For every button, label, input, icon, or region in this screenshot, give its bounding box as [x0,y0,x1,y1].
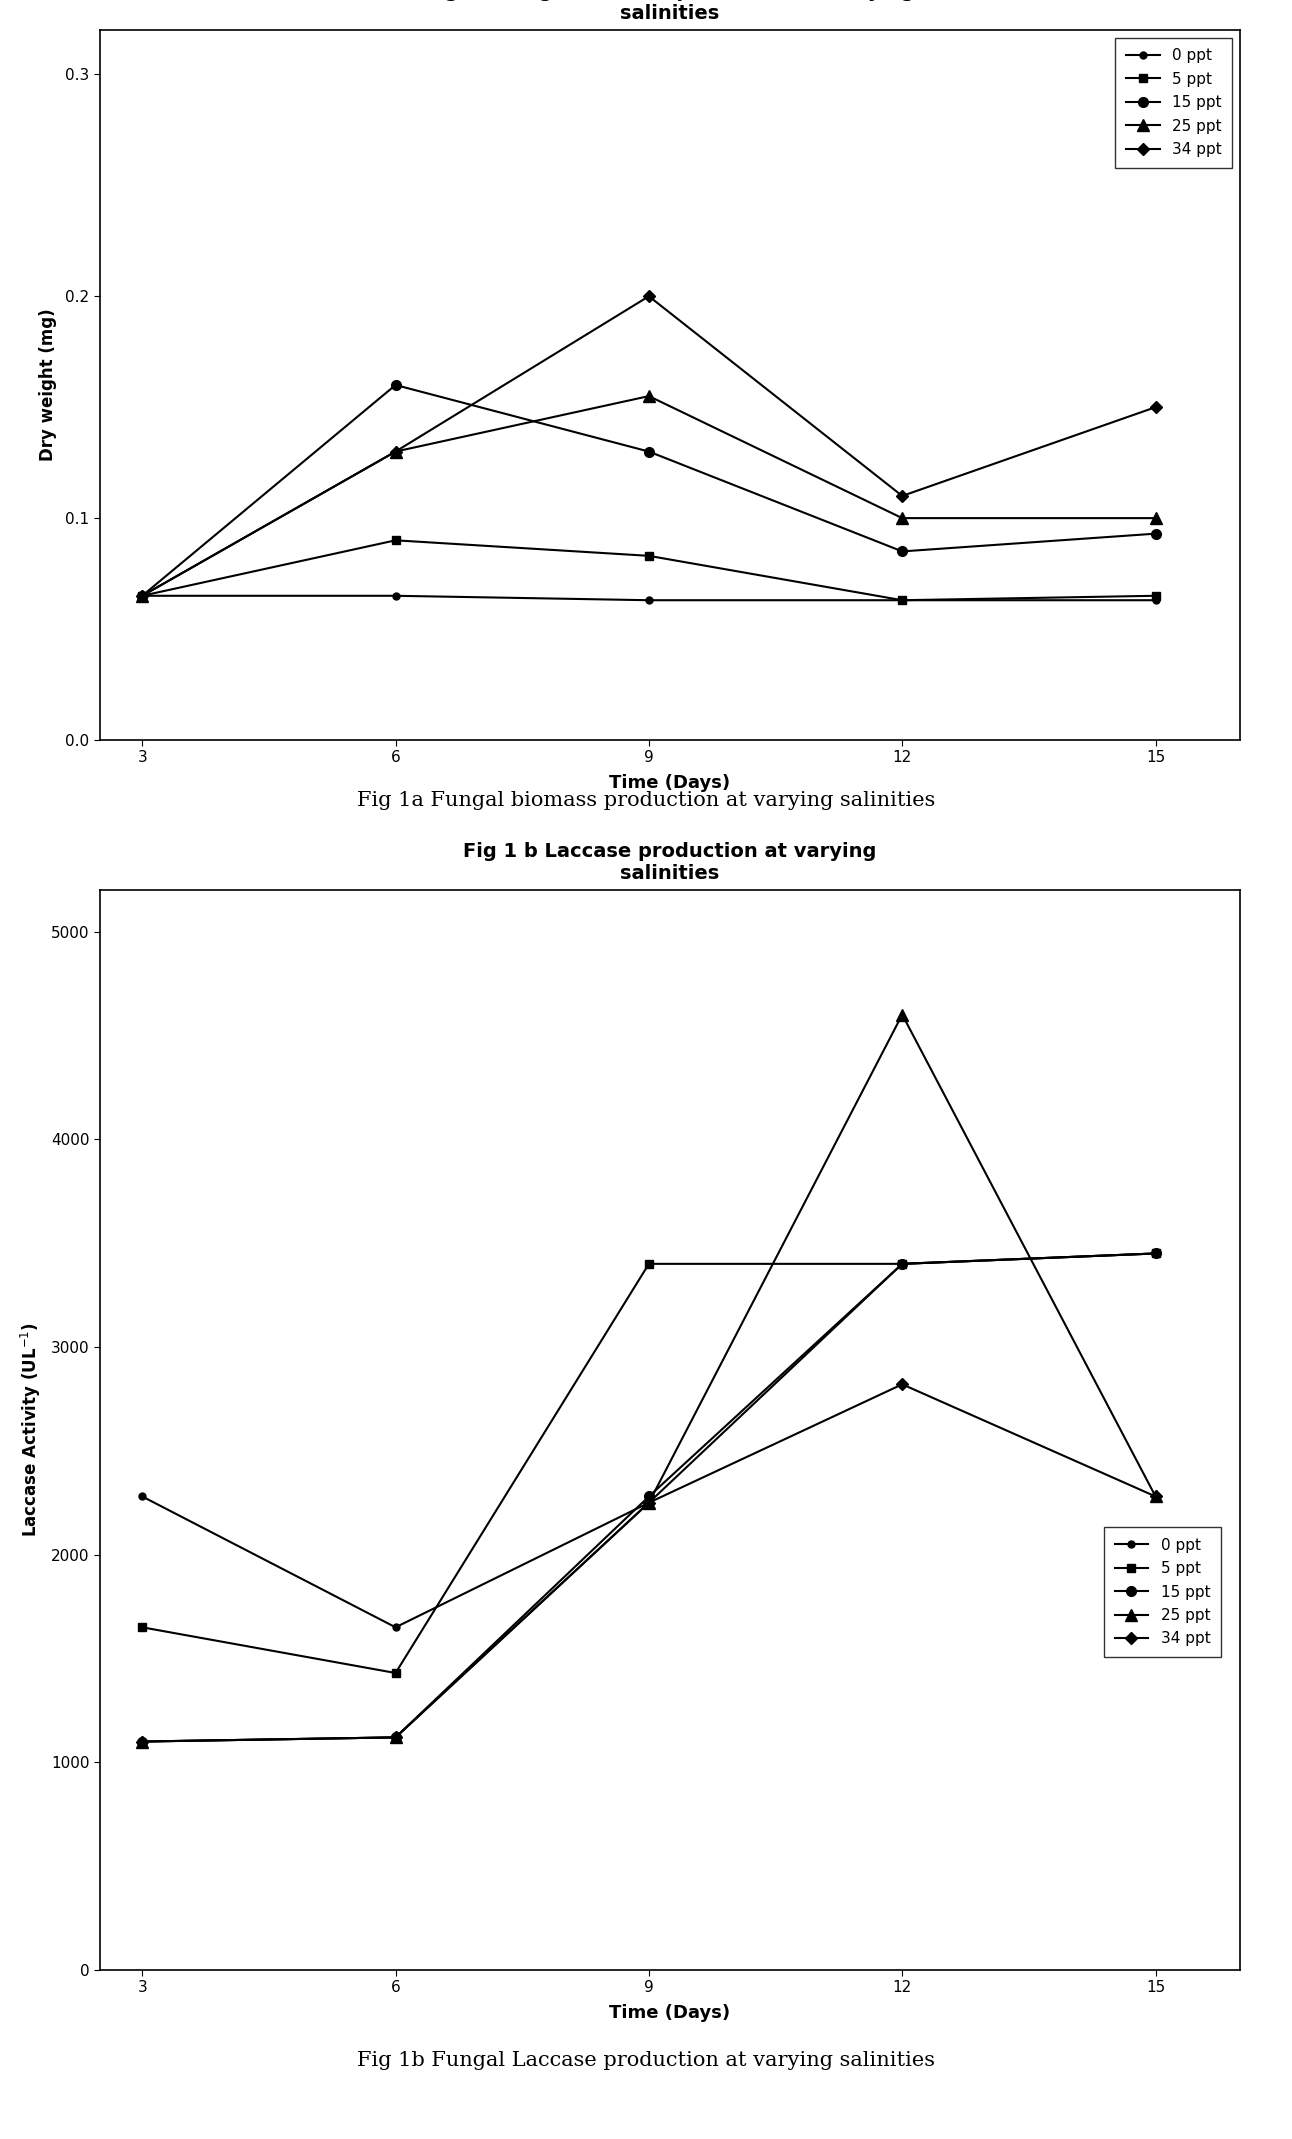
15 ppt [1147,520,1163,545]
25 ppt [388,438,403,464]
Line: 0 ppt: 0 ppt [138,1249,1159,1630]
34 ppt [134,1728,150,1754]
Line: 34 ppt: 34 ppt [138,293,1160,599]
15 ppt [641,1484,656,1510]
Text: Fig 1a Fungal biomass production at varying salinities: Fig 1a Fungal biomass production at vary… [357,791,935,809]
15 ppt [134,1728,150,1754]
25 ppt [134,1728,150,1754]
15 ppt [388,372,403,398]
5 ppt [641,543,656,569]
34 ppt [894,483,910,509]
Y-axis label: Dry weight (mg): Dry weight (mg) [39,308,57,462]
0 ppt [894,588,910,614]
25 ppt [894,505,910,530]
5 ppt [388,528,403,554]
25 ppt [134,584,150,610]
5 ppt [1147,1241,1163,1266]
Line: 0 ppt: 0 ppt [138,593,1159,603]
25 ppt [1147,505,1163,530]
15 ppt [1147,1241,1163,1266]
0 ppt [641,588,656,614]
Text: Fig 1b Fungal Laccase production at varying salinities: Fig 1b Fungal Laccase production at vary… [357,2051,935,2071]
34 ppt [641,1491,656,1517]
Title: Fig 1 b Laccase production at varying
salinities: Fig 1 b Laccase production at varying sa… [464,843,877,883]
X-axis label: Time (Days): Time (Days) [610,2004,730,2021]
0 ppt [134,1484,150,1510]
X-axis label: Time (Days): Time (Days) [610,774,730,791]
Y-axis label: Laccase Activity (UL$^{-1}$): Laccase Activity (UL$^{-1}$) [18,1322,43,1538]
Line: 25 ppt: 25 ppt [137,391,1162,601]
5 ppt [641,1251,656,1277]
34 ppt [1147,1484,1163,1510]
Line: 5 ppt: 5 ppt [138,1249,1160,1677]
15 ppt [641,438,656,464]
15 ppt [388,1724,403,1750]
25 ppt [894,1001,910,1027]
Line: 15 ppt: 15 ppt [137,1249,1160,1745]
5 ppt [134,584,150,610]
Line: 34 ppt: 34 ppt [138,1380,1160,1745]
5 ppt [134,1615,150,1641]
0 ppt [641,1491,656,1517]
Legend: 0 ppt, 5 ppt, 15 ppt, 25 ppt, 34 ppt: 0 ppt, 5 ppt, 15 ppt, 25 ppt, 34 ppt [1115,39,1233,167]
0 ppt [1147,1241,1163,1266]
0 ppt [388,1615,403,1641]
34 ppt [1147,394,1163,419]
Line: 25 ppt: 25 ppt [137,1010,1162,1748]
5 ppt [388,1660,403,1686]
34 ppt [894,1371,910,1397]
0 ppt [388,584,403,610]
34 ppt [388,1724,403,1750]
25 ppt [641,1491,656,1517]
25 ppt [388,1724,403,1750]
25 ppt [1147,1484,1163,1510]
0 ppt [134,584,150,610]
Title: Fig 1a Fungal biomass production at varying
salinities: Fig 1a Fungal biomass production at vary… [425,0,915,24]
15 ppt [894,539,910,565]
25 ppt [641,383,656,409]
34 ppt [641,282,656,308]
Legend: 0 ppt, 5 ppt, 15 ppt, 25 ppt, 34 ppt: 0 ppt, 5 ppt, 15 ppt, 25 ppt, 34 ppt [1103,1527,1221,1658]
5 ppt [1147,584,1163,610]
34 ppt [134,584,150,610]
Line: 5 ppt: 5 ppt [138,537,1160,605]
0 ppt [1147,588,1163,614]
15 ppt [134,584,150,610]
15 ppt [894,1251,910,1277]
Line: 15 ppt: 15 ppt [137,381,1160,601]
5 ppt [894,588,910,614]
0 ppt [894,1251,910,1277]
5 ppt [894,1251,910,1277]
34 ppt [388,438,403,464]
